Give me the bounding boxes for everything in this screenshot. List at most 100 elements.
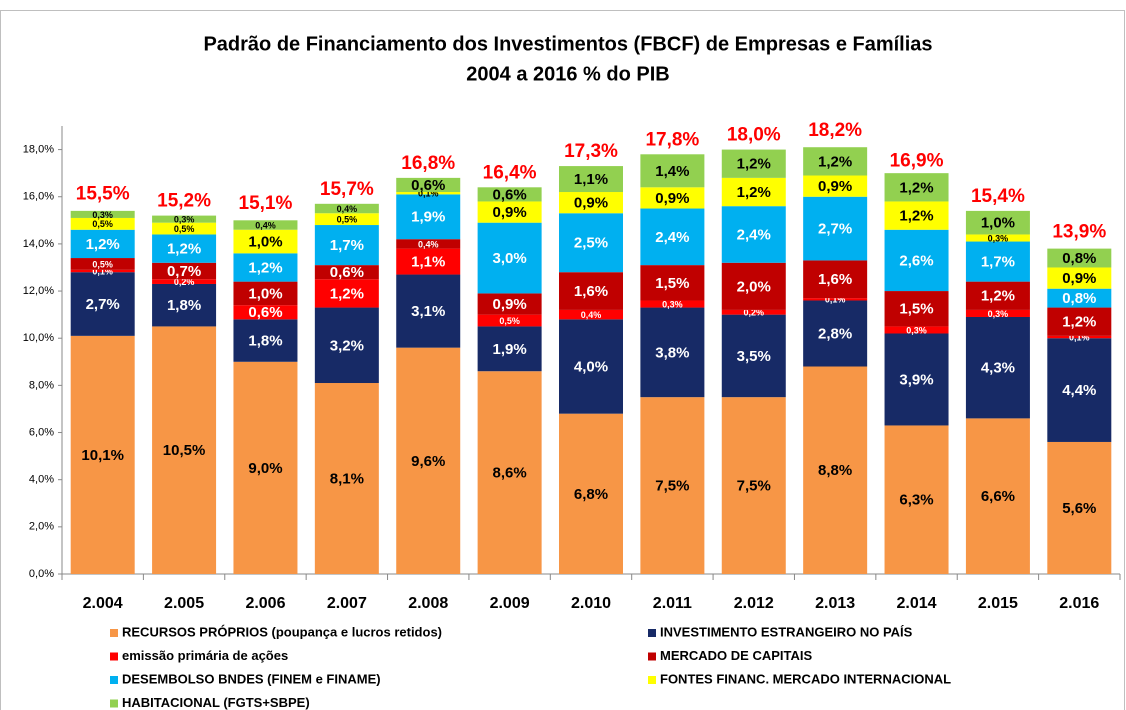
data-label: 3,8% <box>655 344 689 361</box>
data-label: 0,1% <box>1069 332 1090 342</box>
bar-segment <box>559 213 623 273</box>
bar-segment <box>396 194 461 240</box>
data-label: 6,3% <box>899 492 933 509</box>
data-label: 1,5% <box>899 301 933 318</box>
bar-segment <box>477 371 542 574</box>
data-label: 1,7% <box>330 237 364 254</box>
data-label: 0,5% <box>174 224 195 234</box>
bar-segment <box>721 397 786 574</box>
y-tick-label: 2,0% <box>29 521 54 533</box>
x-tick-label: 2.008 <box>408 595 448 612</box>
legend-swatch <box>110 652 118 661</box>
y-tick-label: 8,0% <box>29 379 54 391</box>
bar-segment <box>477 314 542 327</box>
legend-label: FONTES FINANC. MERCADO INTERNACIONAL <box>660 671 951 686</box>
data-label: 5,6% <box>1062 500 1096 517</box>
bar-segment <box>640 300 705 308</box>
bar-segment <box>396 248 461 275</box>
bar-segment <box>559 319 623 414</box>
total-label: 15,7% <box>320 179 374 200</box>
bar-segment <box>1047 338 1112 442</box>
total-label: 16,9% <box>890 151 944 172</box>
data-label: 1,2% <box>1062 314 1096 331</box>
x-tick-label: 2.016 <box>1059 595 1099 612</box>
data-label: 0,3% <box>174 215 195 225</box>
data-label: 1,1% <box>574 171 608 188</box>
data-label: 2,4% <box>737 226 771 243</box>
x-tick-label: 2.010 <box>571 595 611 612</box>
data-label: 0,3% <box>988 233 1009 243</box>
bar-segment <box>803 260 868 299</box>
bar-segment <box>233 229 298 254</box>
data-label: 0,1% <box>418 189 439 199</box>
data-label: 0,9% <box>1062 270 1096 287</box>
data-label: 4,4% <box>1062 382 1096 399</box>
data-label: 2,7% <box>86 296 120 313</box>
bar-segment <box>314 307 379 384</box>
bar-segment <box>884 173 949 202</box>
bar-segment <box>721 309 786 315</box>
bar-segment <box>396 347 461 574</box>
bar-segment <box>70 272 135 336</box>
bar-segment <box>396 192 461 195</box>
data-label: 0,4% <box>337 204 358 214</box>
data-label: 0,2% <box>744 308 765 318</box>
bar-segment <box>477 326 542 372</box>
data-label: 9,0% <box>248 460 282 477</box>
data-label: 2,6% <box>899 252 933 269</box>
bar-segment <box>884 333 949 426</box>
bar-segment <box>640 154 705 188</box>
data-label: 8,1% <box>330 470 364 487</box>
total-label: 18,2% <box>808 120 862 141</box>
bar-segment <box>152 222 217 235</box>
bar-segment <box>721 314 786 398</box>
bar-segment <box>884 425 949 574</box>
data-label: 4,0% <box>574 358 608 375</box>
bar-segment <box>396 239 461 249</box>
data-label: 3,9% <box>899 371 933 388</box>
x-tick-label: 2.005 <box>164 595 204 612</box>
data-label: 1,7% <box>981 254 1015 271</box>
bar-segment <box>965 418 1030 574</box>
bar-segment <box>1047 267 1112 289</box>
bar-segment <box>152 326 217 574</box>
bar-segment <box>314 383 379 574</box>
data-label: 1,2% <box>248 259 282 276</box>
total-label: 17,8% <box>645 129 699 150</box>
bar-segment <box>477 201 542 223</box>
total-label: 16,8% <box>401 153 455 174</box>
bar-segment <box>314 203 379 214</box>
bar-segment <box>233 361 298 574</box>
bar-segment <box>152 262 217 280</box>
legend-label: RECURSOS PRÓPRIOS (poupança e lucros ret… <box>122 624 442 639</box>
bar-segment <box>477 222 542 294</box>
legend-swatch <box>110 629 118 637</box>
data-label: 6,8% <box>574 486 608 503</box>
bar-segment <box>233 305 298 320</box>
data-label: 0,4% <box>418 239 439 249</box>
bar-segment <box>152 279 217 284</box>
bar-segment <box>70 229 135 259</box>
x-tick-label: 2.006 <box>245 595 285 612</box>
data-label: 7,5% <box>655 478 689 495</box>
bar-segment <box>721 206 786 263</box>
bar-segment <box>721 177 786 207</box>
data-label: 1,2% <box>737 184 771 201</box>
bar-segment <box>396 274 461 348</box>
bar-segment <box>559 166 623 193</box>
data-label: 0,6% <box>411 177 445 194</box>
x-tick-label: 2.011 <box>653 595 692 612</box>
data-label: 0,6% <box>248 304 282 321</box>
data-label: 0,7% <box>167 263 201 280</box>
data-label: 10,1% <box>81 447 124 464</box>
data-label: 0,3% <box>906 325 927 335</box>
bar-segment <box>965 210 1030 235</box>
bar-segment <box>640 397 705 574</box>
data-label: 1,6% <box>818 271 852 288</box>
x-tick-label: 2.012 <box>734 595 774 612</box>
data-label: 1,2% <box>86 236 120 253</box>
bar-segment <box>1047 441 1112 574</box>
bar-segment <box>965 281 1030 310</box>
bar-segment <box>314 213 379 226</box>
